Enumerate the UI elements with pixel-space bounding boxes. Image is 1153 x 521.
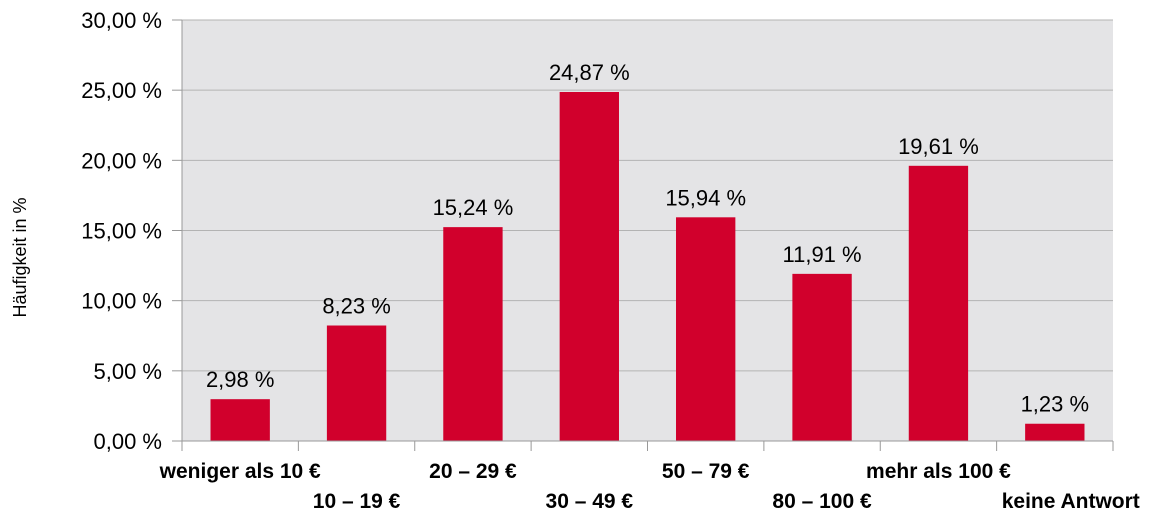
data-label: 8,23 % — [322, 294, 391, 319]
x-tick-label: 10 – 19 € — [313, 490, 401, 513]
data-label: 15,94 % — [665, 185, 746, 210]
x-tick-label: 30 – 49 € — [546, 490, 634, 513]
bar — [559, 91, 619, 441]
data-label: 24,87 % — [549, 60, 630, 85]
y-tick-label: 0,00 % — [94, 429, 163, 454]
bar — [210, 399, 270, 441]
x-tick-label: 50 – 79 € — [662, 460, 750, 483]
bar — [326, 325, 387, 441]
bar — [908, 165, 969, 441]
bar — [676, 217, 736, 441]
y-tick-label: 5,00 % — [94, 359, 163, 384]
bar — [792, 273, 852, 441]
x-tick-labels: weniger als 10 € 10 – 19 € 20 – 29 € 30 – 4… — [159, 460, 1140, 513]
x-tick-label: mehr als 100 € — [866, 460, 1011, 483]
y-tick-label: 30,00 % — [81, 8, 162, 33]
data-label: 1,23 % — [1021, 392, 1090, 417]
data-label: 2,98 % — [206, 367, 275, 392]
x-tick-label: 80 – 100 € — [772, 490, 872, 513]
x-tick-label: weniger als 10 € — [159, 460, 321, 483]
x-tick-label: 20 – 29 € — [429, 460, 517, 483]
bars — [210, 91, 1085, 441]
data-labels: 2,98 % 8,23 % 15,24 % 24,87 % 15,94 % 11,91 %… — [206, 60, 1089, 417]
axes — [172, 19, 1114, 451]
y-tick-label: 25,00 % — [81, 78, 162, 103]
bar — [443, 227, 503, 441]
y-tick-labels: 0,00 % 5,00 % 10,00 % 15,00 % 20,00 % 25,00 %… — [81, 8, 162, 454]
y-tick-label: 20,00 % — [81, 148, 162, 173]
y-axis-label: Häufigkeit in % — [10, 197, 30, 317]
x-tick-label: keine Antwort — [1002, 490, 1140, 513]
data-label: 19,61 % — [898, 134, 979, 159]
data-label: 11,91 % — [783, 242, 862, 267]
data-label: 15,24 % — [433, 195, 514, 220]
y-tick-label: 15,00 % — [81, 219, 162, 244]
bar — [1025, 423, 1085, 441]
y-tick-label: 10,00 % — [81, 289, 162, 314]
